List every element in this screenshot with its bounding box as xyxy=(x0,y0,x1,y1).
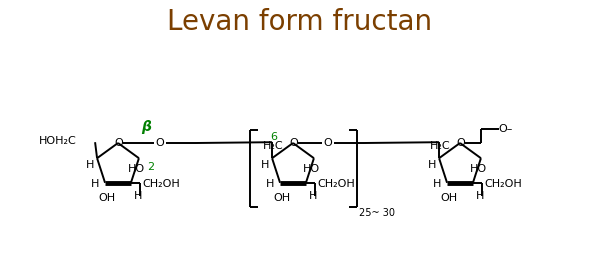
Text: O–: O– xyxy=(499,124,513,134)
Text: OH: OH xyxy=(98,193,116,203)
Text: H: H xyxy=(309,191,317,201)
Text: 2: 2 xyxy=(148,162,154,172)
Text: 25~ 30: 25~ 30 xyxy=(359,208,395,218)
Text: OH: OH xyxy=(274,193,290,203)
Text: O: O xyxy=(323,138,332,148)
Text: O: O xyxy=(155,138,164,148)
Text: O: O xyxy=(290,138,298,148)
Text: H: H xyxy=(428,160,436,170)
Text: OH: OH xyxy=(440,193,458,203)
Text: H: H xyxy=(266,179,274,189)
Text: H: H xyxy=(86,160,94,170)
Text: H: H xyxy=(134,191,142,201)
Text: H₂C: H₂C xyxy=(263,141,283,151)
Text: H: H xyxy=(433,179,441,189)
Text: CH₂OH: CH₂OH xyxy=(484,179,522,189)
Text: O: O xyxy=(457,138,466,148)
Text: 6: 6 xyxy=(271,132,278,142)
Text: Levan form fructan: Levan form fructan xyxy=(167,8,433,36)
Text: O: O xyxy=(115,138,124,148)
Text: HOH₂C: HOH₂C xyxy=(40,136,77,146)
Text: β: β xyxy=(141,120,151,134)
Text: H: H xyxy=(476,191,484,201)
Text: H: H xyxy=(261,160,269,170)
Text: CH₂OH: CH₂OH xyxy=(317,179,355,189)
Text: HO: HO xyxy=(470,164,487,174)
Text: H: H xyxy=(91,179,99,189)
Text: CH₂OH: CH₂OH xyxy=(142,179,180,189)
Text: H₂C: H₂C xyxy=(430,141,451,151)
Text: HO: HO xyxy=(128,164,145,174)
Text: HO: HO xyxy=(304,164,320,174)
